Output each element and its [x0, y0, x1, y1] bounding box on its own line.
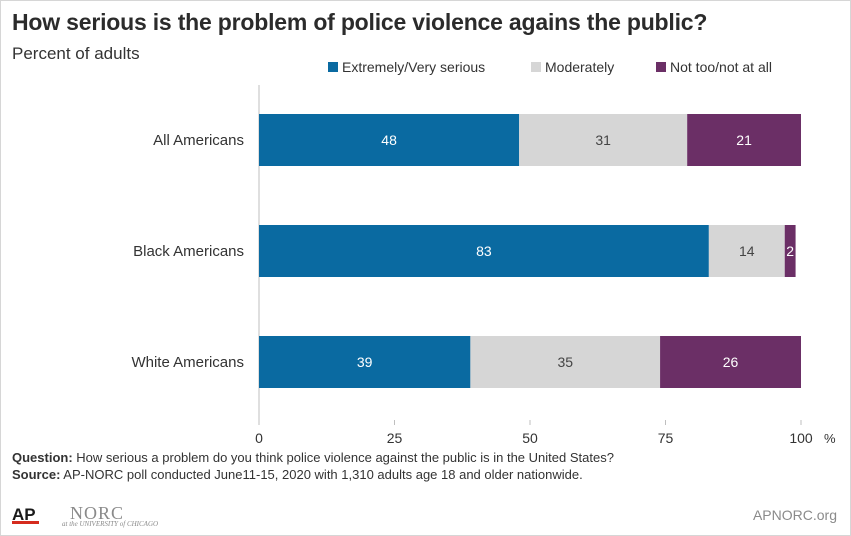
legend-item-extremely: Extremely/Very serious	[328, 59, 485, 75]
bar-segment	[784, 225, 796, 277]
legend-swatch-moderately	[531, 62, 541, 72]
question-text: How serious a problem do you think polic…	[72, 450, 614, 465]
category-label: Black Americans	[133, 243, 244, 260]
bar-value-label: 21	[736, 132, 752, 148]
question-label: Question:	[12, 450, 73, 465]
source-note: Source: AP-NORC poll conducted June11-15…	[12, 467, 583, 482]
bar-value-label: 2	[786, 243, 794, 259]
x-tick-label: 100	[789, 430, 813, 446]
legend-label-extremely: Extremely/Very serious	[342, 59, 486, 75]
question-note: Question: How serious a problem do you t…	[12, 450, 614, 465]
bar-value-label: 48	[381, 132, 397, 148]
legend-swatch-not-too	[656, 62, 666, 72]
bar-segment	[470, 336, 661, 388]
bar-segment	[259, 336, 471, 388]
x-unit-label: %	[824, 431, 836, 446]
category-label: White Americans	[131, 354, 244, 371]
legend-swatch-extremely	[328, 62, 338, 72]
chart-plot: 0 25 50 75 100 % All Americans 48 31 21 Black Amer…	[131, 85, 836, 446]
chart-subtitle: Percent of adults	[12, 44, 140, 63]
legend-label-moderately: Moderately	[545, 59, 615, 75]
norc-logo: NORC	[70, 503, 125, 523]
x-tick-label: 25	[387, 430, 403, 446]
bar-value-label: 35	[557, 354, 573, 370]
bar-value-label: 39	[357, 354, 373, 370]
x-tick-label: 0	[255, 430, 263, 446]
legend-item-not-too: Not too/not at all	[656, 59, 772, 75]
bar-segment	[259, 114, 520, 166]
category-label: All Americans	[153, 132, 244, 149]
bar-value-label: 31	[595, 132, 611, 148]
bar-segment	[519, 114, 688, 166]
ap-logo-bar	[12, 521, 39, 524]
bar-segment	[660, 336, 801, 388]
ap-logo: AP	[12, 505, 36, 524]
legend-item-moderately: Moderately	[531, 59, 614, 75]
bar-segment	[687, 114, 801, 166]
website-link[interactable]: APNORC.org	[752, 507, 837, 523]
legend-label-not-too: Not too/not at all	[670, 59, 772, 75]
bar-value-label: 14	[739, 243, 755, 259]
x-tick-label: 75	[658, 430, 674, 446]
bar-value-label: 26	[723, 354, 739, 370]
bar-segment	[259, 225, 709, 277]
chart-title: How serious is the problem of police vio…	[12, 9, 708, 35]
bar-segment	[708, 225, 785, 277]
x-tick-label: 50	[522, 430, 538, 446]
source-text: AP-NORC poll conducted June11-15, 2020 w…	[60, 467, 583, 482]
source-label: Source:	[12, 467, 61, 482]
bar-value-label: 83	[476, 243, 492, 259]
norc-logo-subtitle: at the UNIVERSITY of CHICAGO	[62, 520, 159, 528]
